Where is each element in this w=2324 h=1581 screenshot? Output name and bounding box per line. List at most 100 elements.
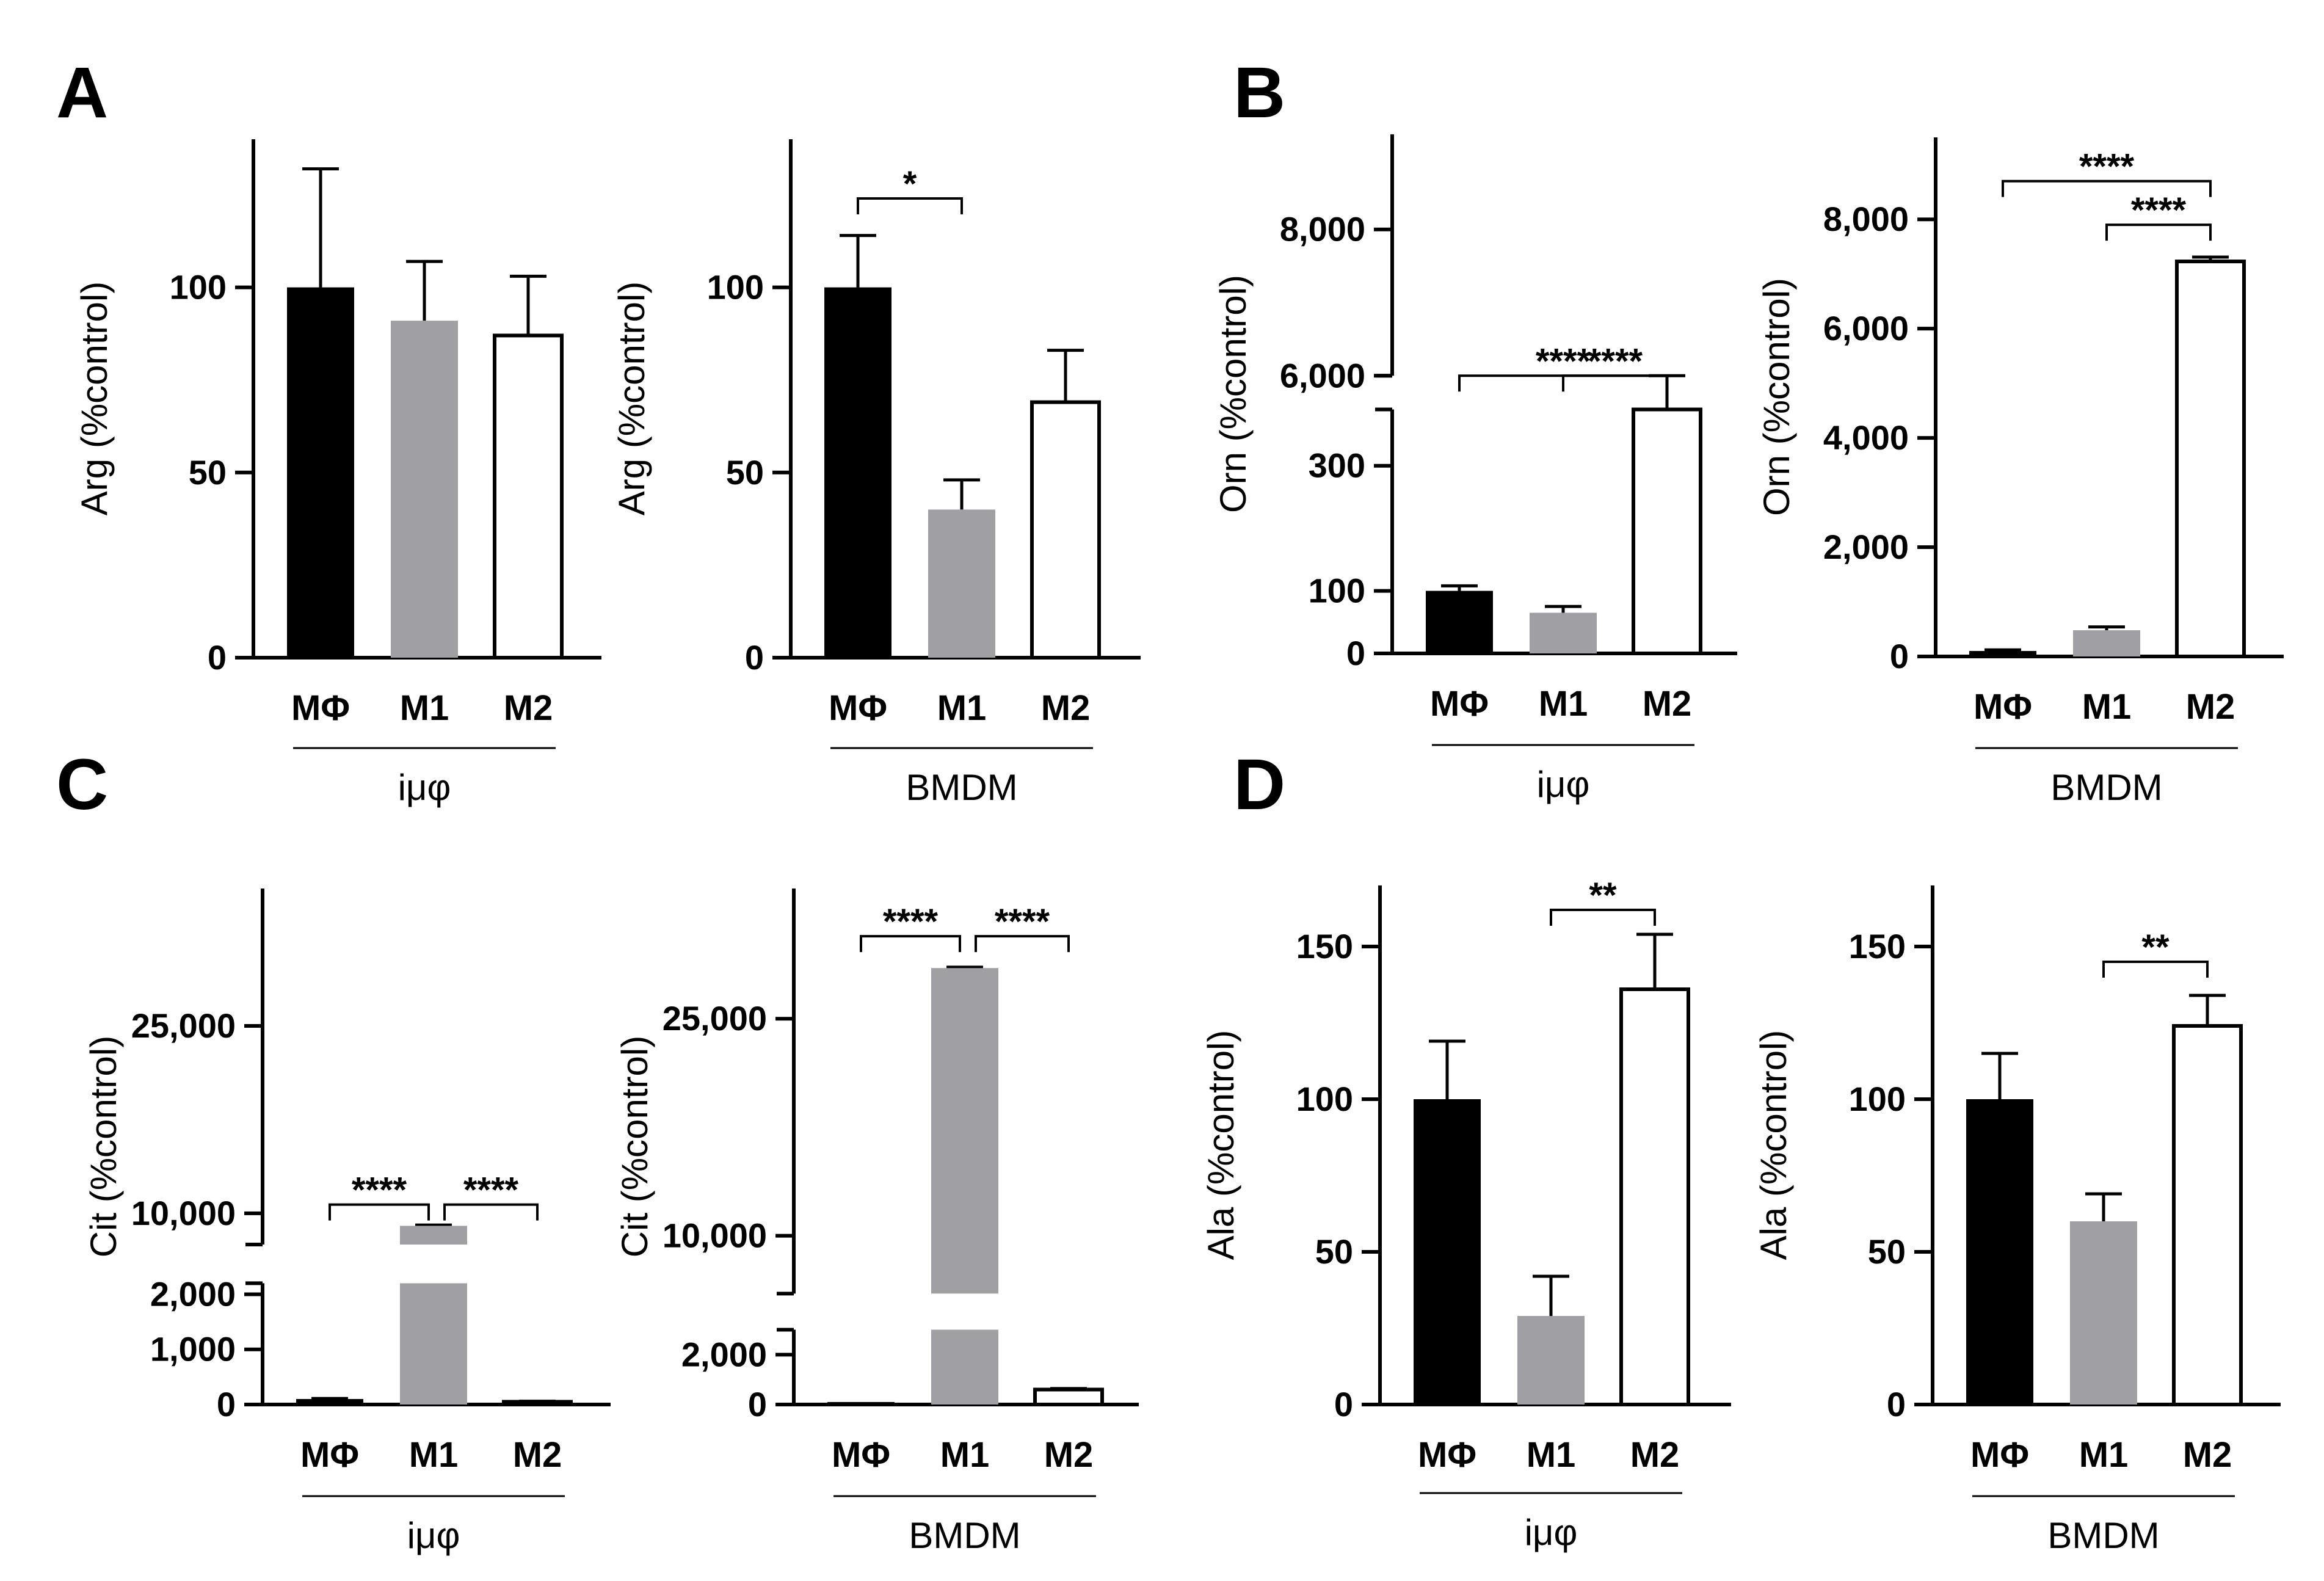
y-tick-label: 1,000 <box>150 1330 236 1368</box>
y-axis-label: Orn (%control) <box>1213 275 1254 513</box>
y-tick-label: 150 <box>1849 927 1906 965</box>
bar-m2 <box>1619 987 1690 1406</box>
y-tick-label: 10,000 <box>663 1216 767 1255</box>
significance-bracket <box>2105 224 2212 241</box>
category-label: MΦ <box>1970 1435 2029 1475</box>
y-tick-label: 0 <box>745 638 764 677</box>
significance-label: ** <box>2141 928 2170 967</box>
category-label: MΦ <box>829 688 887 728</box>
significance-label: **** <box>352 1171 407 1210</box>
group-label: iμφ <box>1525 1512 1578 1553</box>
panel-label-d: D <box>1233 744 1285 825</box>
category-label: M1 <box>937 688 987 728</box>
bar-mphi <box>287 287 354 658</box>
group-label: iμφ <box>1537 764 1590 805</box>
y-axis-label: Orn (%control) <box>1756 278 1797 516</box>
category-label: M1 <box>2082 687 2132 727</box>
y-tick-label: 0 <box>1890 637 1909 675</box>
y-tick-label: 150 <box>1296 927 1353 965</box>
significance-bracket <box>329 1203 430 1221</box>
y-axis-label: Cit (%control) <box>83 1036 124 1257</box>
significance-bracket <box>1562 374 1668 392</box>
group-label: iμφ <box>398 767 451 808</box>
category-label: M1 <box>1539 684 1588 724</box>
category-label: MΦ <box>1430 684 1489 724</box>
group-label: iμφ <box>407 1515 460 1556</box>
significance-label: **** <box>883 902 939 942</box>
bar-mphi <box>1426 591 1493 653</box>
bar-m1 <box>1530 612 1597 653</box>
group-label: BMDM <box>2047 1515 2159 1556</box>
plot-b-imf: 0 100 300 6,000 8,000 Orn (%control) MΦ M1 M2 iμφ… <box>1213 134 1737 805</box>
category-label: M1 <box>2079 1435 2129 1475</box>
bar-m1 <box>2070 1221 2137 1405</box>
bar-mphi <box>827 1401 895 1405</box>
bar-m1 <box>928 509 995 658</box>
y-tick-label: 6,000 <box>1823 309 1909 347</box>
significance-label: **** <box>1588 341 1643 381</box>
bar-mphi <box>1414 1099 1481 1405</box>
group-label: BMDM <box>909 1515 1020 1556</box>
y-axis-label: Arg (%control) <box>611 282 652 515</box>
y-tick-label: 25,000 <box>131 1006 236 1045</box>
significance-bracket <box>443 1203 539 1221</box>
category-label: M1 <box>409 1435 459 1475</box>
y-tick-label: 100 <box>170 268 227 307</box>
panel-label-c: C <box>56 744 108 825</box>
bar-mphi <box>296 1398 363 1405</box>
bar-break-gap <box>396 1245 471 1284</box>
y-tick-label: 100 <box>1309 572 1365 610</box>
y-tick-label: 100 <box>1849 1080 1906 1118</box>
bar-m1 <box>1517 1316 1585 1405</box>
bar-m2 <box>1030 400 1101 660</box>
y-tick-label: 100 <box>707 268 764 307</box>
bar-mphi <box>824 287 891 658</box>
plot-a-imf: 0 50 100 Arg (%control) MΦ M1 M2 iμφ <box>74 139 601 808</box>
significance-label: **** <box>2131 191 2187 230</box>
category-label: M2 <box>513 1435 562 1475</box>
y-axis-label: Cit (%control) <box>614 1036 655 1257</box>
significance-bracket <box>2002 180 2212 197</box>
significance-label: **** <box>995 902 1050 942</box>
bar-m2 <box>502 1400 573 1406</box>
plots-layer: 0 50 100 Arg (%control) MΦ M1 M2 iμφ 0 50 100 Arg (… <box>74 134 2284 1556</box>
category-label: MΦ <box>832 1435 890 1475</box>
panel-label-a: A <box>56 53 108 133</box>
y-tick-label: 50 <box>189 453 227 492</box>
significance-bracket <box>860 935 961 953</box>
panel-label-b: B <box>1233 53 1285 133</box>
y-tick-label: 50 <box>1315 1232 1353 1271</box>
category-label: MΦ <box>300 1435 359 1475</box>
y-axis-label: Ala (%control) <box>1200 1030 1241 1260</box>
significance-bracket <box>975 935 1070 953</box>
category-label: M2 <box>2186 687 2235 727</box>
significance-label: **** <box>2079 147 2135 187</box>
y-tick-label: 50 <box>1868 1232 1906 1271</box>
bar-m2 <box>2172 1024 2243 1406</box>
y-tick-label: 300 <box>1309 446 1365 485</box>
category-label: M1 <box>940 1435 990 1475</box>
y-tick-label: 50 <box>726 453 764 492</box>
bar-m2 <box>1033 1387 1104 1407</box>
plot-d-imf: 0 50 100 150 Ala (%control) MΦ M1 M2 iμφ ** <box>1200 876 1731 1553</box>
y-tick-label: 4,000 <box>1823 418 1909 457</box>
bar-m1 <box>931 968 998 1405</box>
significance-label: * <box>903 164 917 204</box>
y-tick-label: 8,000 <box>1823 200 1909 238</box>
bar-m2 <box>493 333 564 660</box>
category-label: M2 <box>1044 1435 1094 1475</box>
significance-bracket <box>2102 961 2209 978</box>
y-tick-label: 6,000 <box>1280 356 1365 394</box>
y-tick-label: 0 <box>748 1385 767 1423</box>
y-tick-label: 2,000 <box>1823 528 1909 566</box>
significance-label: **** <box>463 1171 519 1210</box>
category-label: M2 <box>2183 1435 2232 1475</box>
significance-label: ** <box>1589 876 1617 915</box>
category-label: M2 <box>1630 1435 1680 1475</box>
y-axis-label: Arg (%control) <box>74 282 115 515</box>
category-label: MΦ <box>1974 687 2032 727</box>
significance-bracket <box>857 197 963 215</box>
category-label: M1 <box>400 688 449 728</box>
